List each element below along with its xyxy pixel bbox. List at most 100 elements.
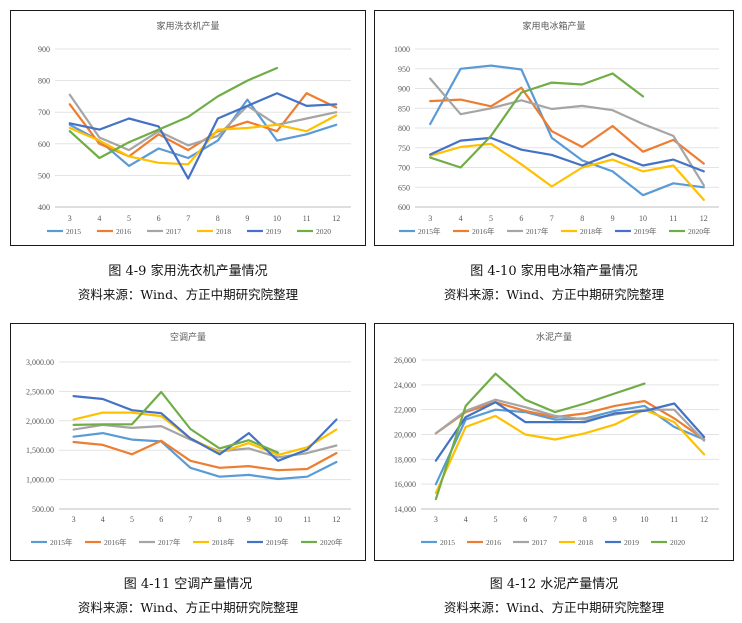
y-tick-label: 800 <box>38 77 50 86</box>
y-tick-label: 1,000.00 <box>26 476 54 485</box>
series-line-2018年 <box>429 142 705 201</box>
series-line-2015年 <box>429 64 705 197</box>
y-tick-label: 1000 <box>394 45 410 54</box>
caption-cement: 图 4-12 水泥产量情况 资料来源：Wind、方正中期研究院整理 <box>374 576 734 616</box>
y-tick-label: 16,000 <box>394 480 416 489</box>
x-tick-label: 9 <box>247 515 251 524</box>
x-tick-label: 3 <box>72 515 76 524</box>
legend-label: 2020 <box>670 538 685 547</box>
series-line-2016年 <box>429 86 705 165</box>
x-tick-label: 10 <box>273 214 281 223</box>
x-tick-label: 9 <box>613 515 617 524</box>
x-tick-label: 4 <box>97 214 101 223</box>
legend-label: 2015年 <box>50 537 73 547</box>
y-tick-label: 950 <box>398 65 410 74</box>
y-tick-label: 750 <box>398 144 410 153</box>
legend-label: 2020年 <box>320 537 343 547</box>
x-tick-label: 8 <box>218 515 222 524</box>
x-tick-label: 10 <box>274 515 282 524</box>
caption-refrigerator: 图 4-10 家用电冰箱产量情况 资料来源：Wind、方正中期研究院整理 <box>374 263 734 303</box>
x-tick-label: 4 <box>101 515 105 524</box>
x-tick-label: 7 <box>550 214 554 223</box>
legend-label: 2018 <box>216 227 231 236</box>
legend-label: 2017 <box>166 227 181 236</box>
chart-title: 家用洗衣机产量 <box>156 20 219 32</box>
chart-air-conditioner: 空调产量 500.00 1,000.00 1,500.00 2,000.00 2,500.… <box>26 331 351 547</box>
y-tick-label: 14,000 <box>394 505 416 514</box>
chart-title: 家用电冰箱产量 <box>522 20 585 32</box>
x-tick-label: 8 <box>216 214 220 223</box>
x-tick-label: 5 <box>127 214 131 223</box>
legend-label: 2016 <box>116 227 131 236</box>
x-tick-label: 10 <box>639 214 647 223</box>
y-tick-label: 500.00 <box>32 505 54 514</box>
caption-source: 资料来源：Wind、方正中期研究院整理 <box>443 287 665 302</box>
y-tick-label: 600 <box>398 203 410 212</box>
x-tick-label: 5 <box>494 515 498 524</box>
y-tick-label: 2,500.00 <box>26 387 54 396</box>
legend-label: 2020 <box>316 227 331 236</box>
x-tick-label: 6 <box>519 214 523 223</box>
chart-panel-washing-machine: 家用洗衣机产量 400 500 600 700 800 900 3 4 5 6 7 8 9 10 11 12 20… <box>10 10 366 246</box>
legend-label: 2015 <box>440 538 455 547</box>
series-line-2016年 <box>72 439 338 472</box>
chart-cement: 水泥产量 14,000 16,000 18,000 20,000 22,000 24,000… <box>394 331 719 547</box>
x-tick-label: 7 <box>186 214 190 223</box>
y-tick-label: 26,000 <box>394 356 416 365</box>
legend-label: 2017年 <box>526 226 549 236</box>
y-tick-label: 650 <box>398 183 410 192</box>
x-tick-label: 3 <box>434 515 438 524</box>
caption-source: 资料来源：Wind、方正中期研究院整理 <box>443 600 665 615</box>
chart-title: 空调产量 <box>170 331 206 343</box>
y-tick-label: 900 <box>398 85 410 94</box>
x-tick-label: 7 <box>188 515 192 524</box>
x-tick-label: 3 <box>68 214 72 223</box>
chart-panel-refrigerator: 家用电冰箱产量 600 650 700 750 800 850 900 950 1000 3 4 5 6 7… <box>374 10 734 246</box>
x-tick-label: 12 <box>700 214 708 223</box>
chart-refrigerator: 家用电冰箱产量 600 650 700 750 800 850 900 950 1000 3 4 5 6 7… <box>394 20 719 236</box>
caption-title: 图 4-10 家用电冰箱产量情况 <box>470 264 638 279</box>
series-line-2020年 <box>72 390 280 454</box>
legend-label: 2016 <box>486 538 501 547</box>
series-line-2019年 <box>72 394 338 462</box>
y-tick-label: 3,000.00 <box>26 358 54 367</box>
x-tick-label: 5 <box>130 515 134 524</box>
series-line-2018 <box>434 408 706 494</box>
x-tick-label: 8 <box>583 515 587 524</box>
y-tick-label: 400 <box>38 203 50 212</box>
series-line-2017 <box>68 93 338 152</box>
legend-label: 2019年 <box>634 226 657 236</box>
x-tick-label: 11 <box>670 515 678 524</box>
x-tick-label: 5 <box>489 214 493 223</box>
legend-label: 2018 <box>578 538 593 547</box>
y-tick-label: 22,000 <box>394 406 416 415</box>
legend-label: 2017 <box>532 538 547 547</box>
y-tick-label: 850 <box>398 104 410 113</box>
x-tick-label: 12 <box>700 515 708 524</box>
series-line-2020年 <box>429 72 645 169</box>
series-line-2017年 <box>429 77 705 187</box>
y-tick-label: 20,000 <box>394 431 416 440</box>
y-tick-label: 24,000 <box>394 381 416 390</box>
caption-washing-machine: 图 4-9 家用洗衣机产量情况 资料来源：Wind、方正中期研究院整理 <box>10 263 366 303</box>
x-tick-label: 6 <box>159 515 163 524</box>
x-tick-label: 8 <box>580 214 584 223</box>
y-tick-label: 600 <box>38 140 50 149</box>
x-tick-label: 9 <box>611 214 615 223</box>
legend-label: 2015 <box>66 227 81 236</box>
caption-title: 图 4-9 家用洗衣机产量情况 <box>108 264 268 279</box>
series-line-2020 <box>434 372 646 501</box>
y-tick-label: 700 <box>398 164 410 173</box>
y-tick-label: 900 <box>38 45 50 54</box>
series-line-2019 <box>68 92 338 180</box>
series-line-2019 <box>434 401 706 462</box>
legend-label: 2019年 <box>266 537 289 547</box>
caption-source: 资料来源：Wind、方正中期研究院整理 <box>77 600 299 615</box>
x-tick-label: 6 <box>157 214 161 223</box>
x-tick-label: 9 <box>245 214 249 223</box>
y-tick-label: 18,000 <box>394 455 416 464</box>
chart-title: 水泥产量 <box>536 331 572 343</box>
series-line-2017 <box>434 398 706 442</box>
legend-label: 2020年 <box>688 226 711 236</box>
